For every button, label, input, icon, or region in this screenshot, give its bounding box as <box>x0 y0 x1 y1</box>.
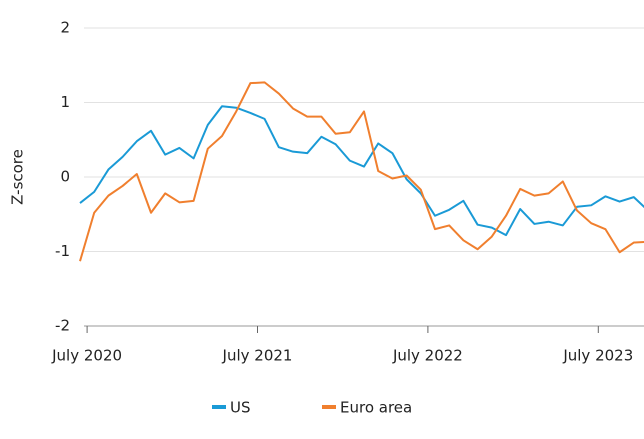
y-tick-label: -2 <box>55 317 70 335</box>
legend-label: US <box>230 399 251 417</box>
x-tick-label: July 2020 <box>51 347 122 365</box>
x-tick-label: July 2023 <box>562 347 633 365</box>
y-axis-label: Z-score <box>9 149 27 205</box>
legend-label: Euro area <box>340 399 412 417</box>
legend-swatch <box>322 405 336 409</box>
plot-area <box>79 81 644 262</box>
x-tick-label: July 2022 <box>392 347 463 365</box>
series-line <box>79 81 644 262</box>
y-tick-label: 1 <box>60 93 70 111</box>
y-tick-label: -1 <box>55 242 70 260</box>
x-tick-label: July 2021 <box>222 347 293 365</box>
series-line <box>79 105 644 237</box>
legend-swatch <box>212 405 226 409</box>
y-tick-label: 2 <box>60 19 70 37</box>
y-tick-label: 0 <box>60 168 70 186</box>
